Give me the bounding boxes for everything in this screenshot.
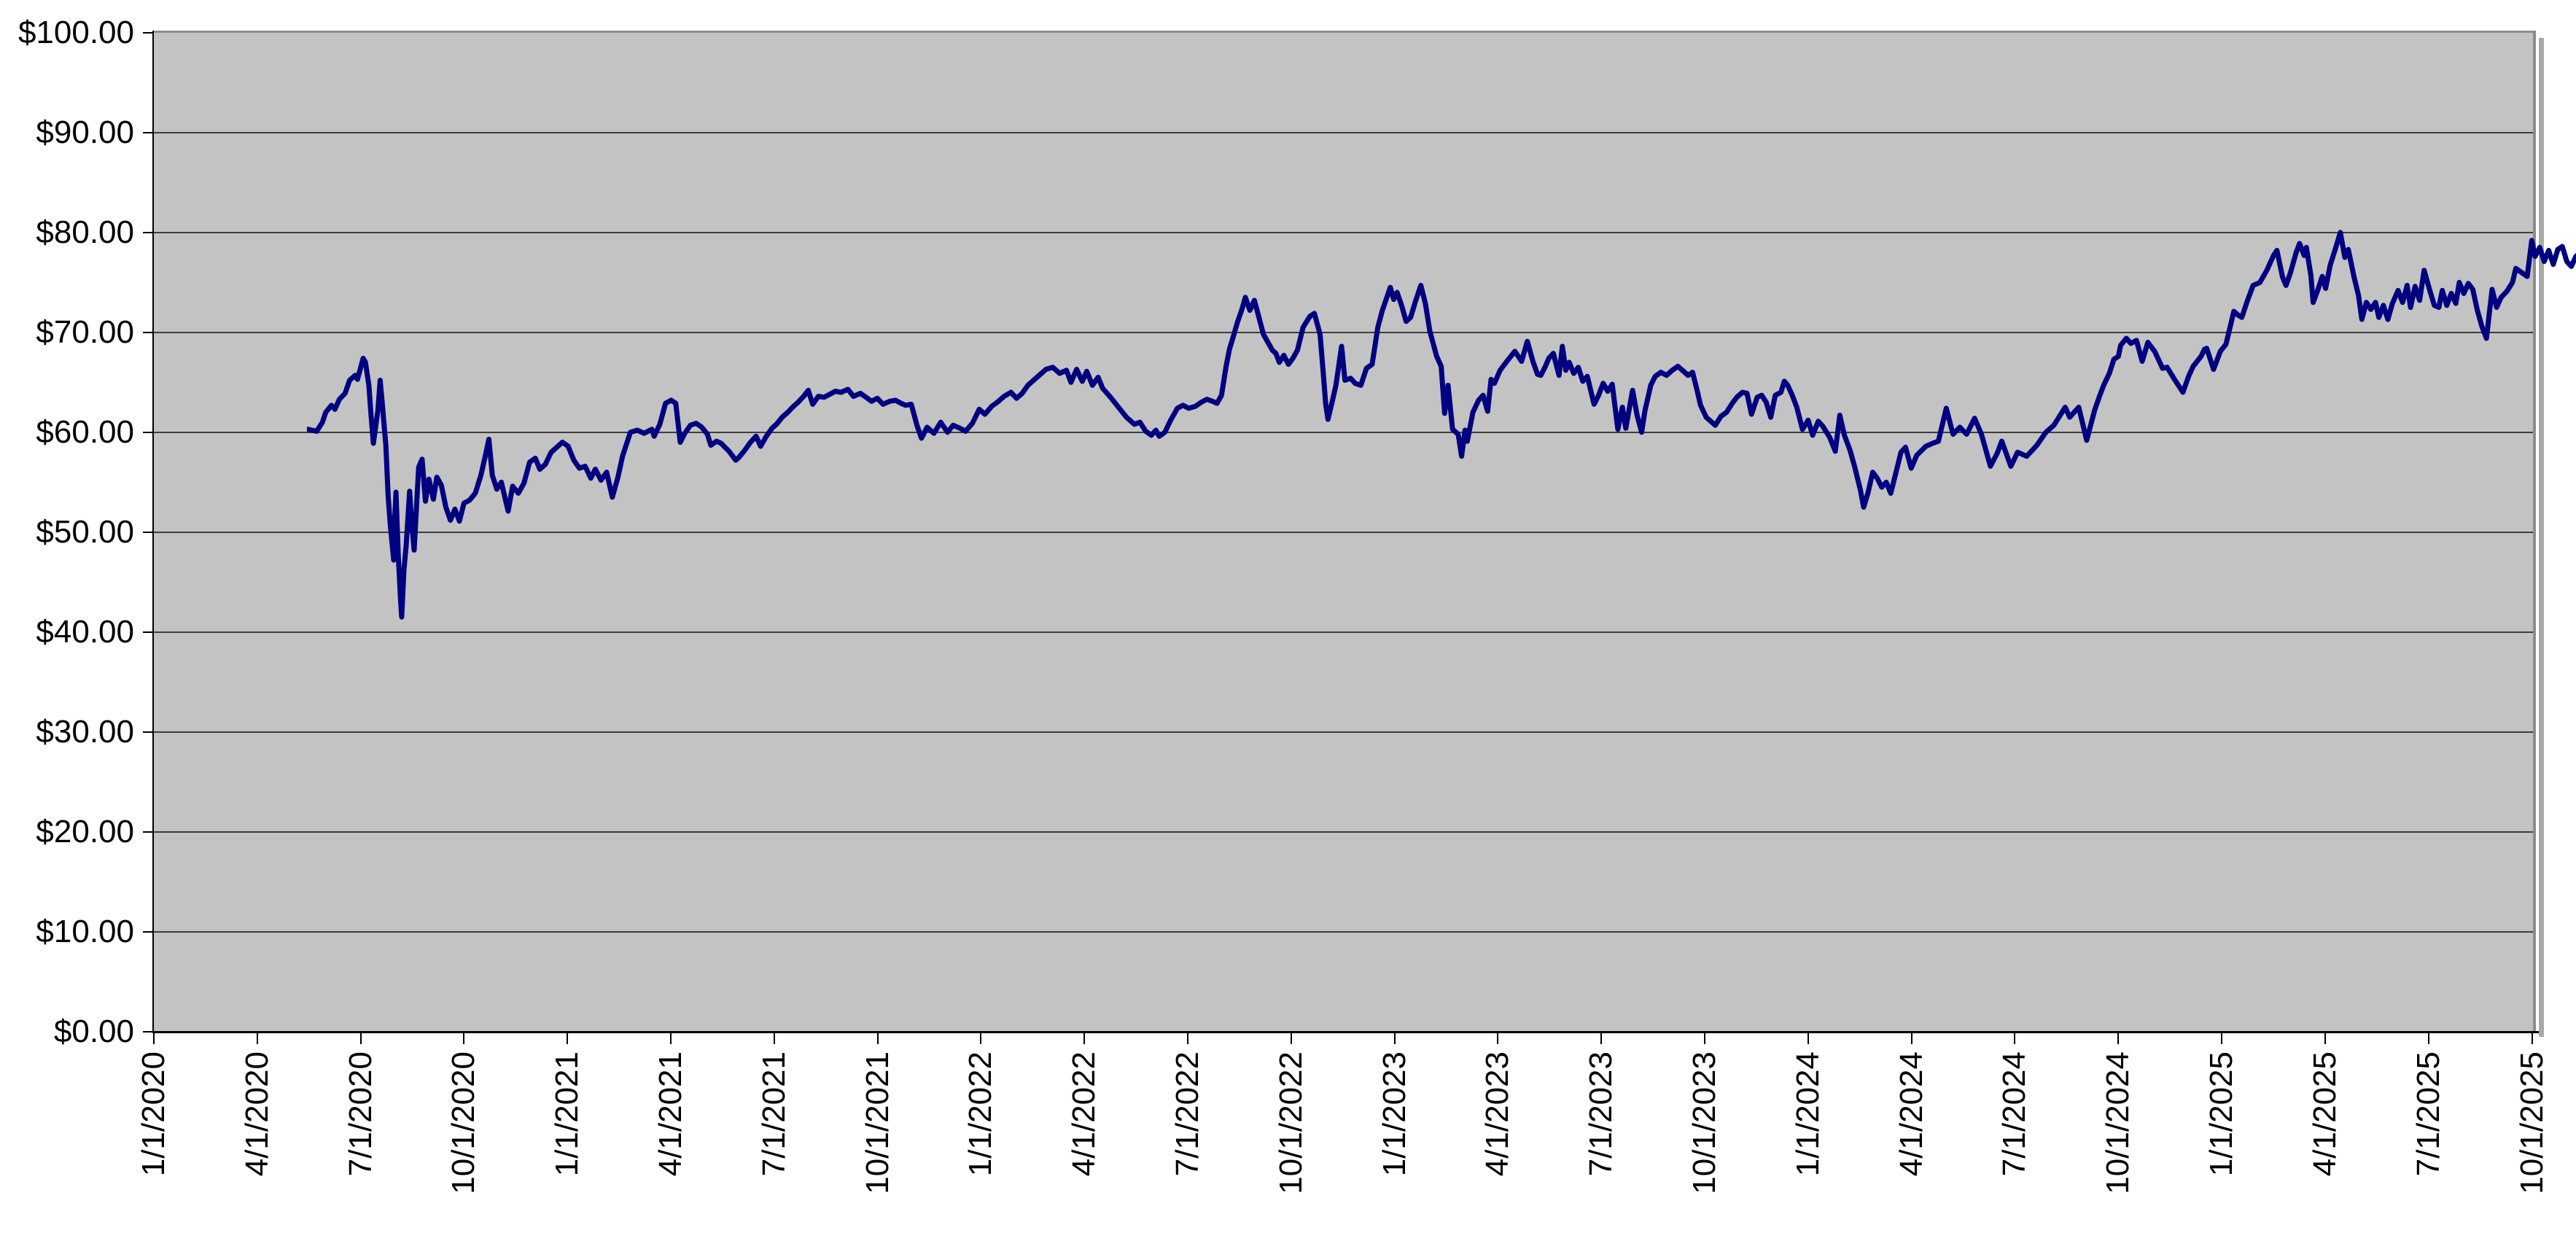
y-axis-tick-label: $100.00	[17, 15, 134, 50]
x-axis-tick	[2117, 1033, 2119, 1044]
y-axis-tick	[143, 532, 153, 533]
x-axis-tick	[1394, 1033, 1396, 1044]
x-axis-tick-label: 7/1/2023	[1583, 1051, 1619, 1177]
x-axis-tick-label: 4/1/2021	[653, 1051, 688, 1177]
gridline	[153, 731, 2533, 733]
y-axis-tick	[143, 232, 153, 233]
gridline	[153, 232, 2533, 233]
gridline	[153, 132, 2533, 133]
y-axis-tick	[143, 831, 153, 833]
x-axis-tick	[257, 1033, 258, 1044]
y-axis-tick-label: $20.00	[36, 814, 134, 849]
gridline	[153, 432, 2533, 433]
x-axis-tick-label: 7/1/2024	[1996, 1051, 2032, 1177]
x-axis-tick-label: 4/1/2025	[2307, 1051, 2343, 1177]
x-axis-tick-label: 7/1/2025	[2410, 1051, 2446, 1177]
x-axis-tick-label: 1/1/2020	[136, 1051, 171, 1177]
y-axis-tick-label: $60.00	[36, 414, 134, 450]
x-axis-tick	[567, 1033, 568, 1044]
y-axis-tick-label: $10.00	[36, 914, 134, 949]
x-axis-tick	[1497, 1033, 1498, 1044]
x-axis-tick-label: 4/1/2023	[1479, 1051, 1515, 1177]
y-axis-tick	[143, 931, 153, 933]
y-axis-tick-label: $80.00	[36, 214, 134, 250]
x-axis-tick	[1291, 1033, 1292, 1044]
y-axis-tick	[143, 32, 153, 34]
x-axis-tick	[2428, 1033, 2429, 1044]
x-axis-tick-label: 10/1/2023	[1686, 1051, 1722, 1194]
y-axis-tick	[143, 332, 153, 333]
x-axis-tick-label: 10/1/2020	[445, 1051, 481, 1194]
x-axis-tick-label: 10/1/2021	[860, 1051, 895, 1194]
x-axis-tick-label: 7/1/2022	[1170, 1051, 1205, 1177]
x-axis-tick	[360, 1033, 362, 1044]
y-axis-tick	[143, 1031, 153, 1033]
gridline	[153, 332, 2533, 333]
x-axis-tick	[1187, 1033, 1188, 1044]
x-axis-tick	[877, 1033, 879, 1044]
y-axis-line	[152, 31, 154, 1033]
x-axis-tick-label: 1/1/2025	[2203, 1051, 2239, 1177]
x-axis-tick	[2324, 1033, 2326, 1044]
plot-area-shadow	[2539, 38, 2544, 1037]
price-line	[307, 230, 2576, 620]
x-axis-tick	[2014, 1033, 2015, 1044]
x-axis-tick	[2221, 1033, 2222, 1044]
plot-area	[153, 31, 2576, 1032]
y-axis-tick-label: $40.00	[36, 614, 134, 650]
x-axis-tick-label: 1/1/2022	[962, 1051, 998, 1177]
x-axis-tick-label: 10/1/2024	[2100, 1051, 2136, 1194]
x-axis-tick	[1808, 1033, 1809, 1044]
x-axis-tick-label: 7/1/2021	[756, 1051, 792, 1177]
price-line-series	[307, 230, 2576, 620]
x-axis-tick-label: 4/1/2022	[1066, 1051, 1102, 1177]
y-axis-tick	[143, 631, 153, 633]
x-axis-tick-label: 4/1/2024	[1894, 1051, 1929, 1177]
x-axis-tick-label: 10/1/2025	[2514, 1051, 2550, 1194]
x-axis-tick	[1911, 1033, 1912, 1044]
y-axis-tick-label: $50.00	[36, 514, 134, 550]
x-axis-tick	[1600, 1033, 1602, 1044]
x-axis-tick	[670, 1033, 672, 1044]
x-axis-tick	[153, 1033, 155, 1044]
x-axis-tick	[1083, 1033, 1085, 1044]
x-axis-tick	[2532, 1033, 2533, 1044]
x-axis-tick	[1704, 1033, 1705, 1044]
x-axis-tick-label: 1/1/2024	[1790, 1051, 1826, 1177]
gridline	[153, 532, 2533, 533]
y-axis-tick	[143, 132, 153, 133]
y-axis-tick-label: $90.00	[36, 114, 134, 150]
x-axis-tick	[980, 1033, 981, 1044]
gridline	[153, 631, 2533, 633]
x-axis-line	[152, 1031, 2539, 1033]
gridline	[153, 931, 2533, 933]
x-axis-tick-label: 4/1/2020	[239, 1051, 275, 1177]
x-axis-tick	[774, 1033, 775, 1044]
y-axis-tick	[143, 432, 153, 433]
y-axis-tick-label: $30.00	[36, 714, 134, 750]
x-axis-tick-label: 1/1/2021	[549, 1051, 585, 1177]
y-axis-tick	[143, 731, 153, 733]
x-axis-tick-label: 1/1/2023	[1377, 1051, 1412, 1177]
gridline	[153, 831, 2533, 833]
y-axis-tick-label: $70.00	[36, 314, 134, 350]
x-axis-tick	[463, 1033, 464, 1044]
x-axis-tick-label: 10/1/2022	[1273, 1051, 1309, 1194]
x-axis-tick-label: 7/1/2020	[343, 1051, 378, 1177]
y-axis-tick-label: $0.00	[53, 1014, 134, 1049]
